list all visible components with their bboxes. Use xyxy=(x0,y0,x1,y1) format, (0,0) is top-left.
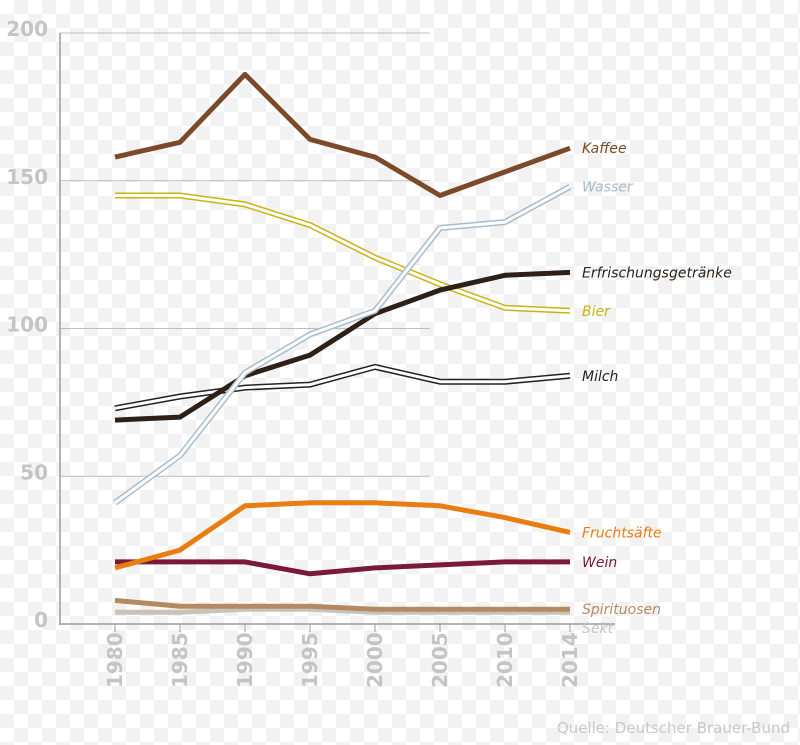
series-line-sekt xyxy=(115,606,570,615)
series-label-milch: Milch xyxy=(582,369,618,385)
x-tick-label-1980: 1980 xyxy=(103,632,127,688)
x-tick-label-2000: 2000 xyxy=(363,632,387,688)
x-axis-ticks: 1980 1985 1990 1995 2000 2005 2010 2014 xyxy=(103,624,582,688)
series-label-erfrischungsgetr-nke: Erfrischungsgetränke xyxy=(582,265,732,281)
series-label-fruchts-fte: Fruchtsäfte xyxy=(582,525,662,541)
series-line-spirituosen xyxy=(114,597,570,612)
series-line-bier xyxy=(115,194,571,313)
series-line-wein xyxy=(115,559,570,577)
series-outline-milch xyxy=(114,363,571,412)
series-line-erfrischungsgetr-nke xyxy=(114,269,571,423)
series-line-kaffee xyxy=(114,71,571,198)
series-lines xyxy=(113,71,572,615)
series-line-fruchts-fte xyxy=(114,500,571,571)
y-tick-label-150: 150 xyxy=(6,165,48,189)
y-tick-label-50: 50 xyxy=(20,460,48,484)
x-tick-label-2005: 2005 xyxy=(428,632,452,688)
x-tick-label-1990: 1990 xyxy=(233,632,257,688)
x-tick-label-2014: 2014 xyxy=(558,632,582,688)
series-outline-wasser xyxy=(113,184,572,506)
y-tick-label-200: 200 xyxy=(6,17,48,41)
series-label-wein: Wein xyxy=(582,555,617,571)
series-outline-bier xyxy=(115,192,571,314)
axes xyxy=(59,33,615,625)
series-line-wasser xyxy=(114,185,571,505)
series-label-wasser: Wasser xyxy=(582,180,634,196)
series-line-milch xyxy=(114,365,571,410)
x-tick-label-1995: 1995 xyxy=(298,632,322,688)
y-tick-label-100: 100 xyxy=(6,313,48,337)
series-label-sekt: Sekt xyxy=(582,621,614,637)
y-tick-label-0: 0 xyxy=(34,608,48,632)
grid-lines xyxy=(60,32,430,477)
y-axis-ticks: 0 50 100 150 200 xyxy=(6,17,48,632)
source-note: Quelle: Deutscher Brauer-Bund xyxy=(557,719,790,737)
x-tick-label-1985: 1985 xyxy=(168,632,192,688)
series-label-spirituosen: Spirituosen xyxy=(582,602,661,618)
series-label-kaffee: Kaffee xyxy=(582,141,627,157)
x-tick-label-2010: 2010 xyxy=(493,632,517,688)
series-labels: Kaffee Wasser Erfrischungsgetränke Bier Milc… xyxy=(582,141,732,637)
series-label-bier: Bier xyxy=(582,304,611,320)
